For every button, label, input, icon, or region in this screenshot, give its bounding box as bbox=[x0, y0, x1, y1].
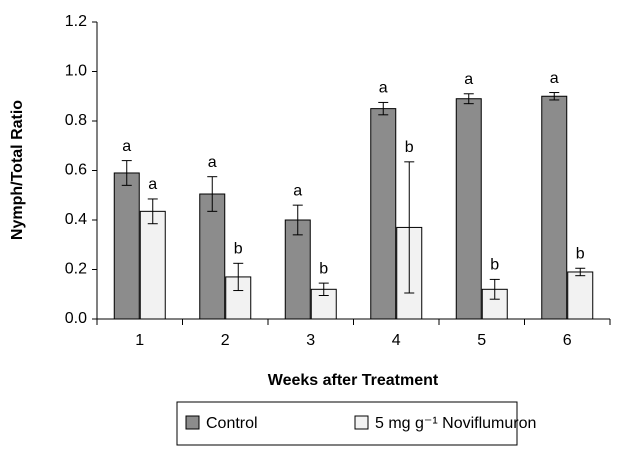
significance-letter: a bbox=[379, 80, 388, 97]
significance-letter: b bbox=[490, 257, 499, 274]
y-tick-label: 1.0 bbox=[65, 63, 87, 80]
legend-swatch bbox=[185, 415, 200, 430]
x-tick-label: 4 bbox=[392, 332, 401, 349]
significance-letter: a bbox=[293, 182, 302, 199]
bar bbox=[139, 210, 166, 320]
significance-letter: a bbox=[122, 138, 131, 155]
y-tick-label: 0.2 bbox=[65, 261, 87, 278]
y-axis-title: Nymph/Total Ratio bbox=[9, 100, 26, 240]
x-tick-label: 1 bbox=[135, 332, 144, 349]
y-tick-label: 0.0 bbox=[65, 310, 87, 327]
x-tick-label: 3 bbox=[306, 332, 315, 349]
legend-swatch bbox=[354, 415, 369, 430]
y-tick-label: 0.8 bbox=[65, 112, 87, 129]
significance-letter: b bbox=[576, 245, 585, 262]
bar bbox=[284, 219, 311, 320]
x-tick-label: 2 bbox=[221, 332, 230, 349]
significance-letter: a bbox=[550, 70, 559, 87]
y-tick-label: 0.4 bbox=[65, 211, 87, 228]
bar bbox=[541, 95, 568, 320]
significance-letter: a bbox=[464, 71, 473, 88]
bar bbox=[567, 271, 594, 320]
significance-letter: b bbox=[234, 241, 243, 258]
significance-letter: a bbox=[148, 176, 157, 193]
significance-letter: b bbox=[319, 260, 328, 277]
significance-letter: a bbox=[208, 154, 217, 171]
bar bbox=[199, 193, 226, 320]
legend-label: Control bbox=[206, 415, 258, 432]
bar bbox=[370, 108, 397, 320]
bar bbox=[455, 98, 482, 320]
x-tick-label: 5 bbox=[477, 332, 486, 349]
significance-letter: b bbox=[405, 139, 414, 156]
x-axis-title: Weeks after Treatment bbox=[268, 372, 439, 389]
bar bbox=[113, 172, 140, 320]
legend-label: 5 mg g⁻¹ Noviflumuron bbox=[375, 415, 536, 432]
y-tick-label: 1.2 bbox=[65, 13, 87, 30]
x-tick-label: 6 bbox=[563, 332, 572, 349]
y-tick-label: 0.6 bbox=[65, 162, 87, 179]
legend-box bbox=[176, 401, 518, 446]
